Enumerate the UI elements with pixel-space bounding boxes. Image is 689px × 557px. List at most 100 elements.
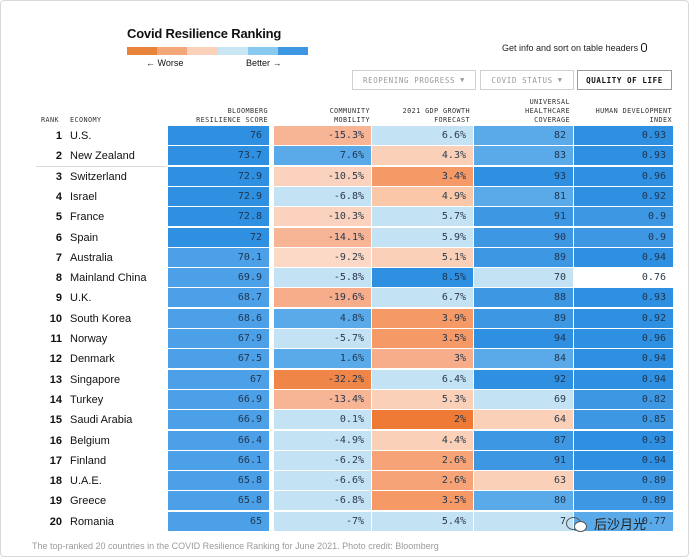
hdi-cell: 0.9 bbox=[574, 227, 674, 248]
hdi-cell: 0.9 bbox=[574, 207, 674, 228]
gdp-cell: 5.1% bbox=[372, 247, 474, 268]
rank-cell: 15 bbox=[49, 414, 62, 427]
hdi-cell: 0.93 bbox=[574, 146, 674, 167]
header-line: 2021 GDP GROWTH bbox=[402, 107, 470, 115]
mobility-cell: -5.7% bbox=[274, 329, 372, 349]
column-header-gdp[interactable]: 2021 GDP GROWTH FORECAST bbox=[372, 107, 470, 125]
gdp-cell: 5.3% bbox=[372, 389, 474, 410]
row-divider bbox=[36, 165, 166, 167]
economy-cell: Saudi Arabia bbox=[70, 414, 133, 427]
score-cell: 70.1 bbox=[168, 247, 270, 268]
economy-cell: Israel bbox=[70, 190, 97, 203]
healthcare-cell: 89 bbox=[474, 308, 574, 329]
mobility-cell: -19.6% bbox=[274, 288, 372, 309]
economy-cell: Norway bbox=[70, 333, 108, 345]
healthcare-cell: 93 bbox=[474, 166, 574, 187]
mobility-cell: -32.2% bbox=[274, 369, 372, 390]
gdp-cell: 3% bbox=[372, 349, 474, 370]
economy-cell: Turkey bbox=[70, 393, 104, 406]
healthcare-cell: 87 bbox=[474, 430, 574, 451]
tab-label: COVID STATUS bbox=[491, 75, 553, 85]
score-cell: 76 bbox=[168, 126, 270, 146]
score-cell: 65.8 bbox=[168, 491, 270, 512]
economy-cell: France bbox=[70, 211, 105, 224]
rank-cell: 8 bbox=[55, 272, 62, 285]
economy-cell: South Korea bbox=[70, 312, 132, 325]
header-line: COMMUNITY bbox=[329, 107, 370, 115]
score-cell: 68.6 bbox=[168, 308, 270, 329]
gdp-cell: 4.3% bbox=[372, 146, 474, 167]
tab-label: REOPENING PROGRESS bbox=[363, 75, 456, 85]
header-line: FORECAST bbox=[434, 116, 470, 124]
mobility-cell: -6.6% bbox=[274, 471, 372, 492]
gdp-cell: 3.5% bbox=[372, 329, 474, 349]
mobility-cell: -6.8% bbox=[274, 186, 372, 207]
hdi-cell: 0.93 bbox=[574, 430, 674, 451]
economy-cell: Belgium bbox=[70, 434, 110, 447]
mobility-cell: -7% bbox=[274, 511, 372, 532]
legend-swatch bbox=[217, 47, 248, 55]
tab-reopening-progress[interactable]: REOPENING PROGRESS ▼ bbox=[352, 70, 476, 90]
economy-cell: Greece bbox=[70, 495, 107, 508]
header-line: COVERAGE bbox=[534, 116, 570, 124]
score-cell: 66.9 bbox=[168, 410, 270, 431]
legend-swatch bbox=[247, 47, 278, 55]
hdi-cell: 0.89 bbox=[574, 491, 674, 512]
header-line: RESILIENCE SCORE bbox=[196, 116, 268, 124]
rank-cell: 13 bbox=[49, 373, 62, 386]
mobility-cell: -10.3% bbox=[274, 207, 372, 228]
column-header-healthcare[interactable]: UNIVERSAL HEALTHCARE COVERAGE bbox=[474, 98, 570, 125]
column-header-rank[interactable]: RANK bbox=[41, 116, 59, 124]
table-info: Get info and sort on table headers bbox=[502, 43, 648, 53]
gdp-cell: 2.6% bbox=[372, 471, 474, 492]
gdp-cell: 2.6% bbox=[372, 450, 474, 471]
hdi-cell: 0.96 bbox=[574, 329, 674, 349]
mobility-cell: 4.8% bbox=[274, 308, 372, 329]
rank-cell: 10 bbox=[49, 312, 62, 325]
mobility-cell: -4.9% bbox=[274, 430, 372, 451]
chevron-down-icon: ▼ bbox=[557, 76, 563, 84]
healthcare-cell: 81 bbox=[474, 186, 574, 207]
header-line: INDEX bbox=[649, 116, 672, 124]
chevron-down-icon: ▼ bbox=[460, 76, 465, 84]
healthcare-cell: 84 bbox=[474, 349, 574, 370]
gdp-cell: 8.5% bbox=[372, 268, 474, 289]
economy-cell: New Zealand bbox=[70, 150, 135, 163]
hdi-cell: 0.93 bbox=[574, 288, 674, 309]
healthcare-cell: 90 bbox=[474, 227, 574, 248]
header-line: HEALTHCARE bbox=[525, 107, 570, 115]
healthcare-cell: 83 bbox=[474, 146, 574, 167]
score-cell: 66.4 bbox=[168, 430, 270, 451]
hdi-cell: 0.94 bbox=[574, 450, 674, 471]
column-header-hdi[interactable]: HUMAN DEVELOPMENT INDEX bbox=[570, 107, 672, 125]
economy-cell: U.K. bbox=[70, 292, 92, 305]
economy-cell: Spain bbox=[70, 231, 99, 244]
header-line: UNIVERSAL bbox=[529, 98, 570, 106]
mobility-cell: -6.2% bbox=[274, 450, 372, 471]
hdi-cell: 0.77 bbox=[574, 511, 674, 532]
header-line: MOBILITY bbox=[334, 116, 370, 124]
healthcare-cell: 89 bbox=[474, 247, 574, 268]
hdi-cell: 0.76 bbox=[574, 268, 674, 289]
column-header-score[interactable]: BLOOMBERG RESILIENCE SCORE bbox=[160, 107, 268, 125]
score-cell: 65 bbox=[168, 511, 270, 532]
gdp-cell: 6.4% bbox=[372, 369, 474, 390]
mobility-cell: -15.3% bbox=[274, 126, 372, 146]
column-header-mobility[interactable]: COMMUNITY MOBILITY bbox=[274, 107, 370, 125]
tab-quality-of-life[interactable]: QUALITY OF LIFE bbox=[577, 70, 672, 90]
gdp-cell: 3.9% bbox=[372, 308, 474, 329]
rank-cell: 5 bbox=[55, 211, 62, 224]
rank-cell: 14 bbox=[49, 393, 62, 406]
rank-cell: 9 bbox=[55, 292, 62, 305]
hdi-cell: 0.92 bbox=[574, 186, 674, 207]
mobility-cell: 0.1% bbox=[274, 410, 372, 431]
watermark-text: 后沙月光 bbox=[594, 517, 647, 532]
rank-cell: 4 bbox=[55, 190, 62, 203]
column-header-economy[interactable]: ECONOMY bbox=[70, 116, 102, 124]
score-cell: 67 bbox=[168, 369, 270, 390]
header-line: HUMAN DEVELOPMENT bbox=[595, 107, 672, 115]
economy-cell: Denmark bbox=[70, 353, 115, 366]
header-line: BLOOMBERG bbox=[227, 107, 268, 115]
economy-cell: U.A.E. bbox=[70, 475, 102, 488]
tab-covid-status[interactable]: COVID STATUS ▼ bbox=[480, 70, 574, 90]
